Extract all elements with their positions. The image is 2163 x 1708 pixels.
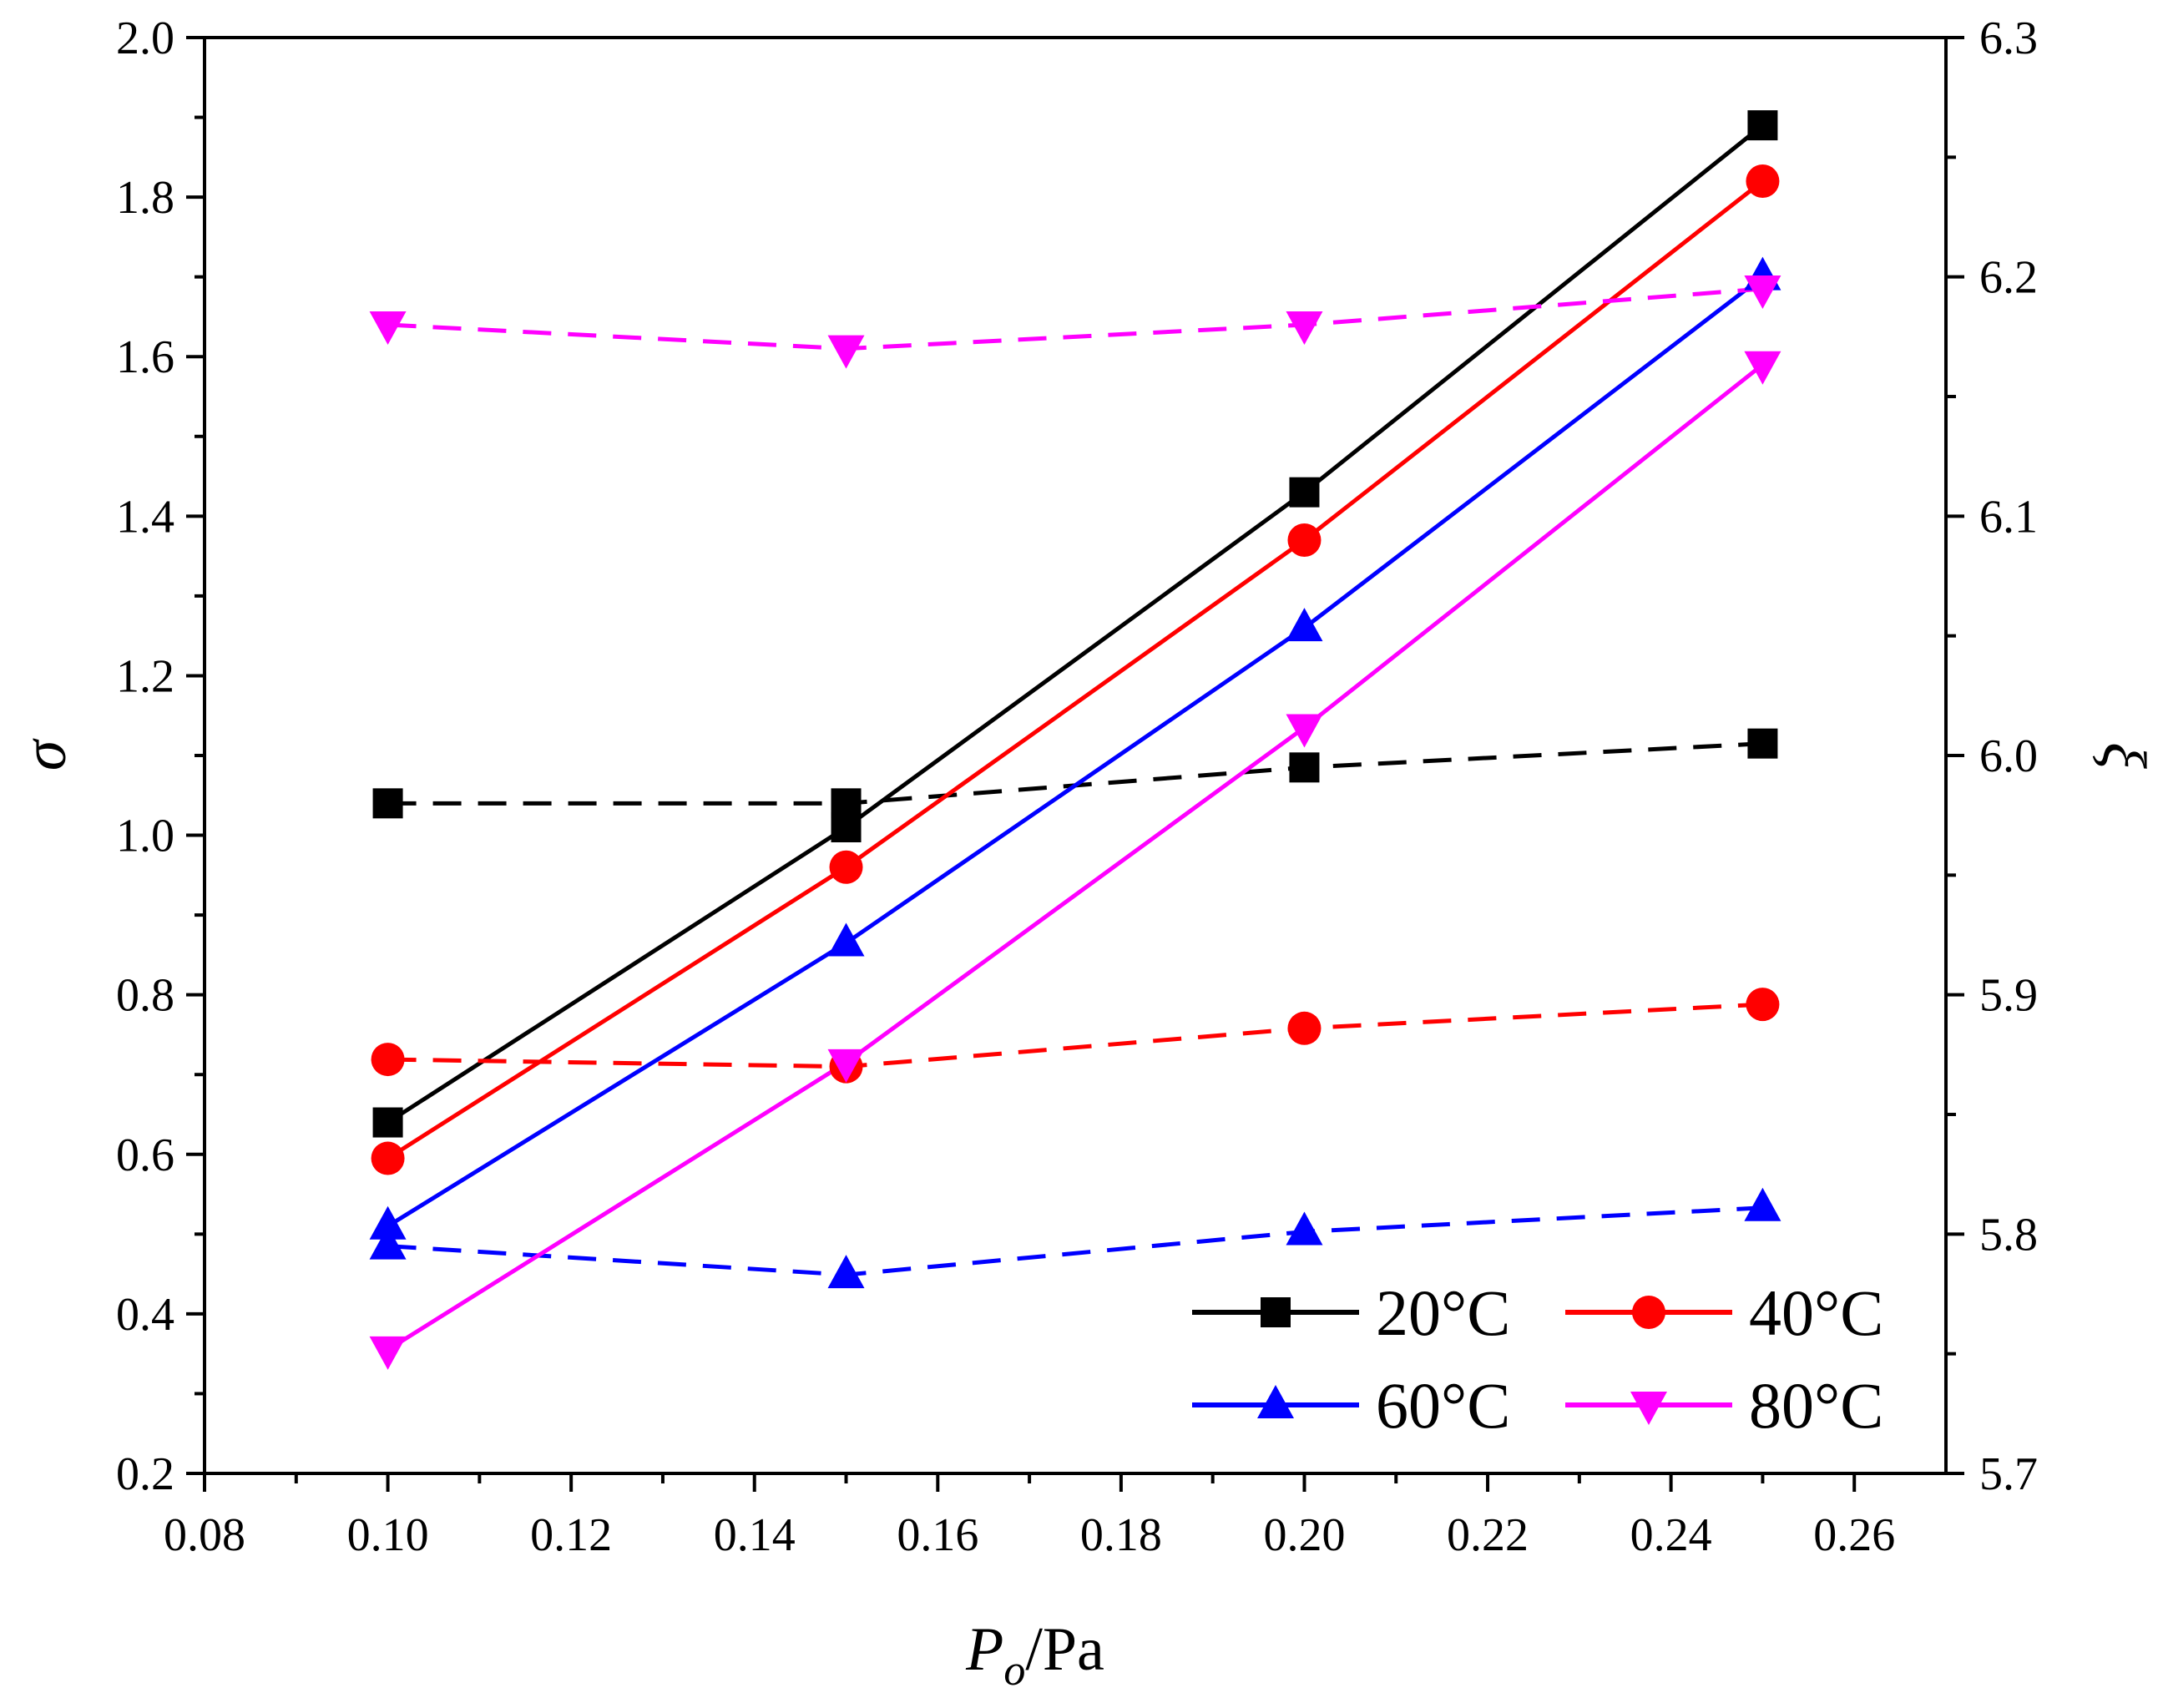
sigma-point-40c	[1746, 164, 1780, 198]
legend-label-20c: 20°C	[1376, 1276, 1510, 1349]
y-left-tick-label: 1.8	[116, 172, 174, 224]
sigma-point-80c	[827, 1049, 865, 1083]
xi-point-60c	[827, 1255, 865, 1289]
tick-marks	[186, 36, 1964, 1492]
plot-frame	[203, 36, 1948, 1475]
sigma-point-20c	[372, 1107, 403, 1138]
sigma-series-line-80c	[387, 362, 1764, 1352]
sigma-point-40c	[829, 850, 863, 884]
sigma-point-60c	[1286, 608, 1323, 642]
y-right-tick-label: 6.0	[1979, 730, 2038, 782]
sigma-series-line-60c	[387, 275, 1764, 1228]
sigma-point-80c	[369, 1336, 407, 1370]
sigma-series-line-40c	[387, 179, 1764, 1160]
xi-point-40c	[371, 1043, 405, 1077]
sigma-point-20c	[1289, 477, 1320, 508]
xi-point-80c	[827, 335, 865, 369]
xi-point-20c	[1289, 752, 1320, 783]
legend-label-60c: 60°C	[1376, 1369, 1510, 1442]
x-axis-title-rest: /Pa	[1025, 1615, 1104, 1684]
xi-point-80c	[369, 311, 407, 345]
y-left-tick-label: 0.2	[116, 1448, 174, 1500]
x-tick-label: 0.14	[714, 1509, 796, 1561]
y-right-tick-label: 6.1	[1979, 491, 2038, 543]
x-axis-title-main: P	[965, 1615, 1003, 1684]
legend-marker-40c	[1632, 1296, 1665, 1329]
x-tick-label: 0.20	[1263, 1509, 1345, 1561]
y-left-tick-label: 1.2	[116, 650, 174, 702]
xi-point-20c	[1747, 728, 1778, 759]
xi-series-line-60c	[387, 1205, 1763, 1277]
xi-point-80c	[1286, 311, 1323, 345]
sigma-point-80c	[1286, 714, 1323, 748]
y-right-tick-label: 6.3	[1979, 13, 2038, 64]
y-right-tick-label: 5.9	[1979, 970, 2038, 1022]
xi-point-20c	[372, 788, 403, 819]
y-right-tick-label: 5.7	[1979, 1448, 2038, 1500]
y-left-tick-label: 1.0	[116, 811, 174, 862]
y-left-tick-label: 0.6	[116, 1129, 174, 1181]
xi-point-40c	[1287, 1011, 1322, 1045]
y-left-axis-title: σ	[11, 738, 79, 771]
xi-point-60c	[369, 1225, 407, 1260]
y-left-tick-label: 1.4	[116, 491, 174, 543]
xi-point-40c	[1746, 988, 1780, 1022]
y-left-tick-label: 0.4	[116, 1289, 174, 1341]
tick-labels: 0.08 0.10 0.12 0.14 0.16 0.18 0.20 0.22 0.24 0.26…	[116, 13, 2038, 1561]
y-right-tick-label: 6.2	[1979, 252, 2038, 304]
axes	[203, 36, 1948, 1475]
sigma-point-80c	[1744, 351, 1781, 385]
legend-marker-20c	[1261, 1297, 1291, 1327]
y-left-tick-label: 1.6	[116, 331, 174, 383]
sigma-point-60c	[369, 1205, 407, 1240]
x-tick-label: 0.10	[347, 1509, 429, 1561]
plot-area	[369, 110, 1781, 1370]
x-tick-label: 0.18	[1080, 1509, 1162, 1561]
sigma-point-20c	[1747, 110, 1778, 141]
x-tick-label: 0.24	[1630, 1509, 1712, 1561]
y-right-tick-label: 5.8	[1979, 1209, 2038, 1261]
x-axis-title: Po/Pa	[965, 1615, 1104, 1695]
y-right-axis-title: ξ	[2090, 742, 2158, 769]
sigma-point-40c	[371, 1141, 405, 1175]
x-tick-label: 0.12	[530, 1509, 612, 1561]
xi-series-line-40c	[387, 1002, 1763, 1069]
legend-label-40c: 40°C	[1749, 1276, 1883, 1349]
xi-series-line-80c	[387, 286, 1763, 351]
xi-point-60c	[1286, 1211, 1323, 1246]
xi-point-80c	[1744, 275, 1781, 309]
legend-marker-80c	[1630, 1392, 1667, 1425]
xi-series-line-20c	[387, 741, 1763, 806]
y-left-tick-label: 2.0	[116, 13, 174, 64]
x-tick-label: 0.08	[164, 1509, 245, 1561]
xi-point-60c	[1744, 1187, 1781, 1221]
sigma-series-line-20c	[387, 124, 1764, 1124]
sigma-point-40c	[1287, 523, 1322, 557]
y-left-tick-label: 0.8	[116, 970, 174, 1022]
sigma-point-60c	[827, 922, 865, 957]
sigma-point-20c	[831, 812, 862, 842]
x-tick-label: 0.22	[1447, 1509, 1529, 1561]
legend-marker-60c	[1257, 1385, 1294, 1418]
x-tick-label: 0.26	[1813, 1509, 1895, 1561]
legend-label-80c: 80°C	[1749, 1369, 1883, 1442]
legend: 20°C 40°C 60°C 80°C	[1192, 1276, 1883, 1442]
x-tick-label: 0.16	[897, 1509, 978, 1561]
x-axis-title-sub: o	[1003, 1647, 1025, 1695]
